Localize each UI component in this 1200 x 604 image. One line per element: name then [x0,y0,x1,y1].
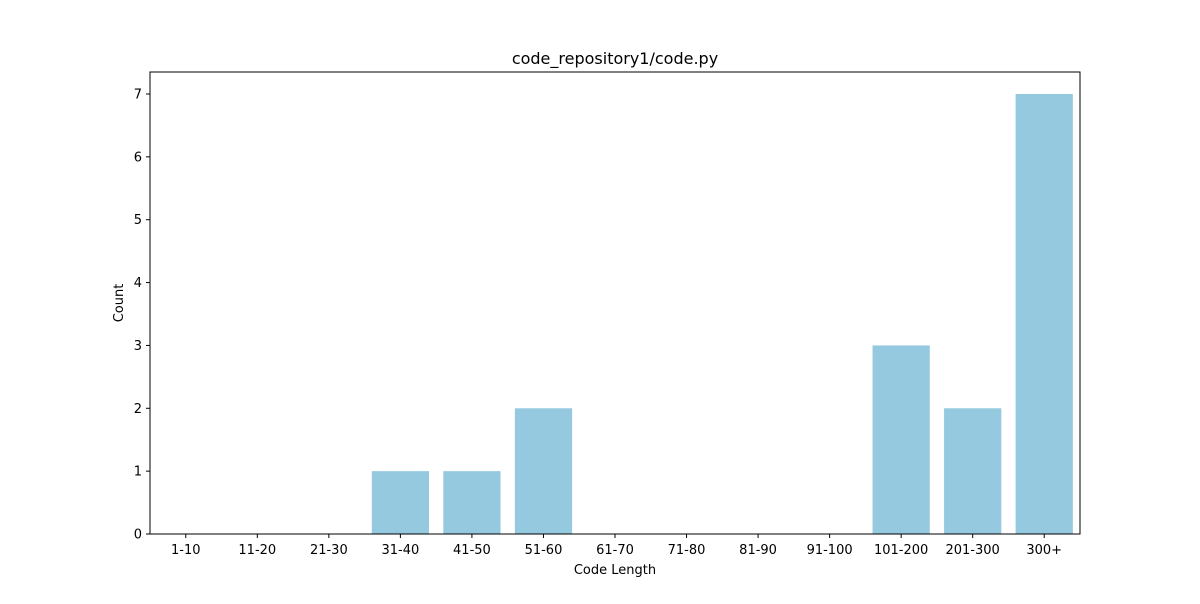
bar-41-50 [443,471,501,534]
y-tick-label: 0 [134,528,142,543]
y-tick-label: 5 [134,213,142,228]
x-tick-label: 71-80 [668,543,706,558]
x-tick-label: 81-90 [739,543,777,558]
y-axis-ticks: 0 1 2 3 4 5 6 7 [134,88,150,543]
x-tick-label: 31-40 [381,543,419,558]
x-tick-label: 21-30 [310,543,348,558]
bar-51-60 [514,408,573,534]
x-axis-label: Code Length [574,563,656,578]
x-tick-label: 61-70 [596,543,634,558]
x-tick-label: 1-10 [171,543,201,558]
y-tick-label: 1 [134,465,142,480]
y-tick-label: 3 [134,339,142,354]
plot-frame [149,71,1081,535]
x-tick-label: 11-20 [238,543,276,558]
y-tick-label: 7 [134,88,142,103]
x-tick-label: 101-200 [874,543,928,558]
x-tick-label: 201-300 [946,543,1000,558]
y-axis-label: Count [112,284,127,323]
x-axis-ticks: 1-10 11-20 21-30 31-40 41-50 51-60 61-70 71-80 8… [171,534,1062,558]
y-tick-label: 6 [134,150,142,165]
bars-layer [371,94,1073,534]
y-tick-label: 2 [134,402,142,417]
x-tick-label: 51-60 [525,543,563,558]
bar-300+ [1015,94,1073,534]
x-tick-label: 300+ [1026,543,1062,558]
bar-101-200 [872,345,930,534]
x-tick-label: 41-50 [453,543,491,558]
bar-31-40 [371,471,429,534]
bar-201-300 [944,408,1002,534]
chart-title: code_repository1/code.py [512,49,718,69]
y-tick-label: 4 [134,276,142,291]
x-tick-label: 91-100 [807,543,853,558]
